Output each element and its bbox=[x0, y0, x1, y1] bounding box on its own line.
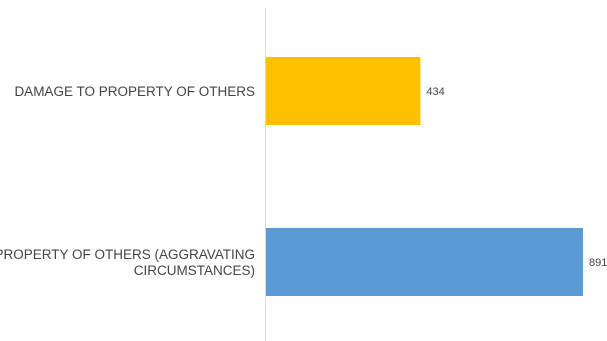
category-label-1-line-1: DAMAGE TO PROPERTY OF OTHERS bbox=[14, 84, 255, 99]
bar-2 bbox=[266, 228, 583, 296]
data-label-1: 434 bbox=[426, 86, 444, 98]
data-label-2: 891 bbox=[589, 257, 607, 269]
category-label-2-line-1: DAMAGE TO PROPERTY OF OTHERS (AGGRAVATIN… bbox=[0, 247, 255, 262]
bars-group: 434 DAMAGE TO PROPERTY OF OTHERS 891 DAMAGE… bbox=[0, 57, 607, 296]
bar-1 bbox=[266, 57, 421, 125]
category-label-2-line-2: CIRCUMSTANCES) bbox=[134, 263, 255, 278]
